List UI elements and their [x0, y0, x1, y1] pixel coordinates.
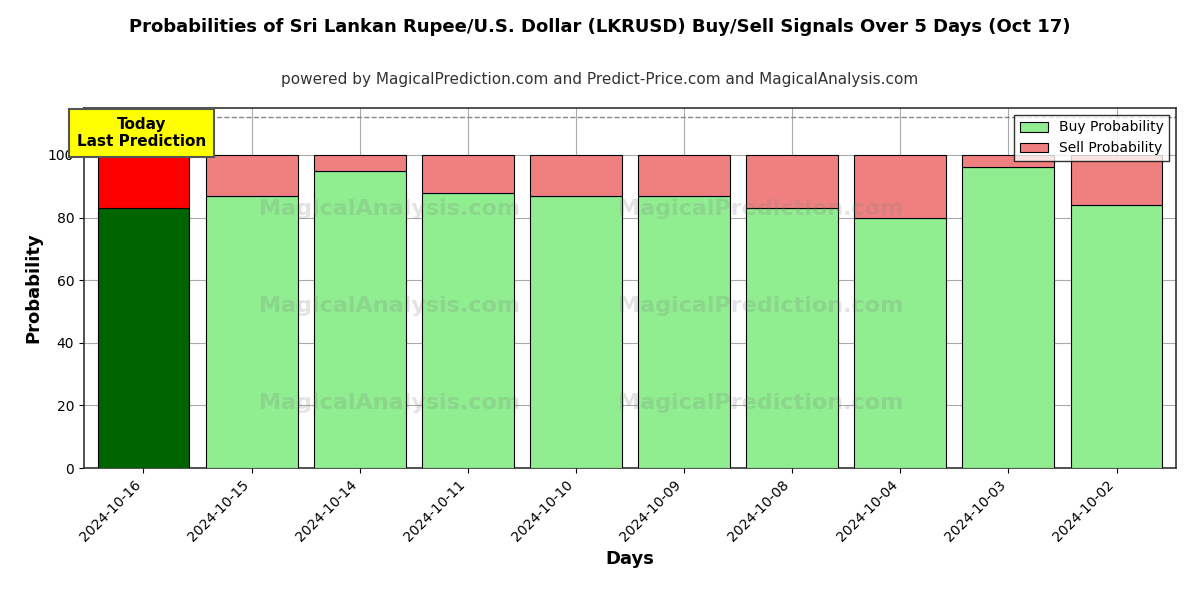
- Text: powered by MagicalPrediction.com and Predict-Price.com and MagicalAnalysis.com: powered by MagicalPrediction.com and Pre…: [281, 72, 919, 87]
- Bar: [962, 167, 1055, 468]
- Text: MagicalPrediction.com: MagicalPrediction.com: [618, 199, 904, 219]
- Bar: [313, 170, 406, 468]
- Bar: [422, 193, 514, 468]
- Bar: [854, 218, 947, 468]
- Bar: [97, 155, 190, 208]
- Bar: [1070, 155, 1163, 205]
- Text: MagicalPrediction.com: MagicalPrediction.com: [618, 393, 904, 413]
- X-axis label: Days: Days: [606, 550, 654, 568]
- Text: MagicalAnalysis.com: MagicalAnalysis.com: [259, 296, 521, 316]
- Text: MagicalPrediction.com: MagicalPrediction.com: [618, 296, 904, 316]
- Bar: [962, 155, 1055, 167]
- Bar: [638, 155, 730, 196]
- Bar: [530, 196, 622, 468]
- Bar: [1070, 205, 1163, 468]
- Bar: [313, 155, 406, 170]
- Y-axis label: Probability: Probability: [24, 233, 42, 343]
- Bar: [530, 155, 622, 196]
- Text: Probabilities of Sri Lankan Rupee/U.S. Dollar (LKRUSD) Buy/Sell Signals Over 5 D: Probabilities of Sri Lankan Rupee/U.S. D…: [130, 18, 1070, 36]
- Bar: [205, 196, 298, 468]
- Bar: [746, 208, 838, 468]
- Bar: [422, 155, 514, 193]
- Text: MagicalAnalysis.com: MagicalAnalysis.com: [259, 199, 521, 219]
- Bar: [746, 155, 838, 208]
- Bar: [97, 208, 190, 468]
- Bar: [638, 196, 730, 468]
- Text: MagicalAnalysis.com: MagicalAnalysis.com: [259, 393, 521, 413]
- Bar: [854, 155, 947, 218]
- Legend: Buy Probability, Sell Probability: Buy Probability, Sell Probability: [1014, 115, 1169, 161]
- Text: Today
Last Prediction: Today Last Prediction: [77, 117, 206, 149]
- Bar: [205, 155, 298, 196]
